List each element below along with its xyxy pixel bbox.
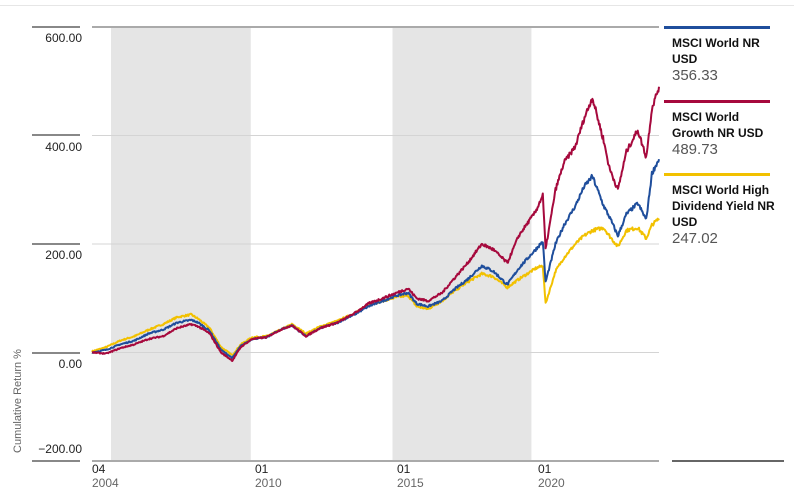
x-label-2015: 01 2015 <box>397 462 424 490</box>
y-tick-600 <box>32 26 80 28</box>
legend-color-bar <box>664 173 770 176</box>
y-label-400: 400.00 <box>45 140 82 154</box>
x-label-2020: 01 2020 <box>538 462 565 490</box>
legend-series-name: MSCI World NR USD <box>672 36 760 66</box>
y-label-minus-200: −200.00 <box>38 442 82 456</box>
top-divider <box>0 5 794 6</box>
x-label-2010: 01 2010 <box>255 462 282 490</box>
x-label-year: 2020 <box>538 476 565 490</box>
legend-color-bar <box>664 100 770 103</box>
x-label-year: 2010 <box>255 476 282 490</box>
y-axis-title: Cumulative Return % <box>12 349 24 453</box>
x-label-month: 04 <box>92 462 106 476</box>
y-tick-minus-200 <box>32 460 80 462</box>
x-label-year: 2015 <box>397 476 424 490</box>
legend-series-value: 356.33 <box>672 67 718 84</box>
legend-item-msci-world-growth: MSCI World Growth NR USD 489.73 <box>664 100 780 158</box>
y-label-200: 200.00 <box>45 248 82 262</box>
y-label-600: 600.00 <box>45 31 82 45</box>
legend-color-bar <box>664 26 770 29</box>
series-lines <box>91 86 660 362</box>
y-tick-0 <box>32 352 80 354</box>
x-label-2004: 04 2004 <box>92 462 119 490</box>
y-tick-200 <box>32 243 80 245</box>
x-label-month: 01 <box>538 462 552 476</box>
legend-series-value: 247.02 <box>672 230 718 247</box>
legend-series-name: MSCI World High Dividend Yield NR USD <box>672 183 775 229</box>
x-label-month: 01 <box>397 462 411 476</box>
y-tick-400 <box>32 134 80 136</box>
legend-item-msci-world-high-dividend: MSCI World High Dividend Yield NR USD 24… <box>664 173 780 247</box>
legend-series-name: MSCI World Growth NR USD <box>672 110 764 140</box>
series-line <box>91 158 660 359</box>
legend-series-value: 489.73 <box>672 141 718 158</box>
x-label-year: 2004 <box>92 476 119 490</box>
legend-bottom-divider <box>672 460 784 462</box>
series-line <box>91 86 660 362</box>
legend-item-msci-world: MSCI World NR USD 356.33 <box>664 26 780 84</box>
shaded-bands <box>110 27 532 461</box>
gridlines <box>92 26 659 462</box>
y-label-0: 0.00 <box>58 357 82 371</box>
x-label-month: 01 <box>255 462 269 476</box>
